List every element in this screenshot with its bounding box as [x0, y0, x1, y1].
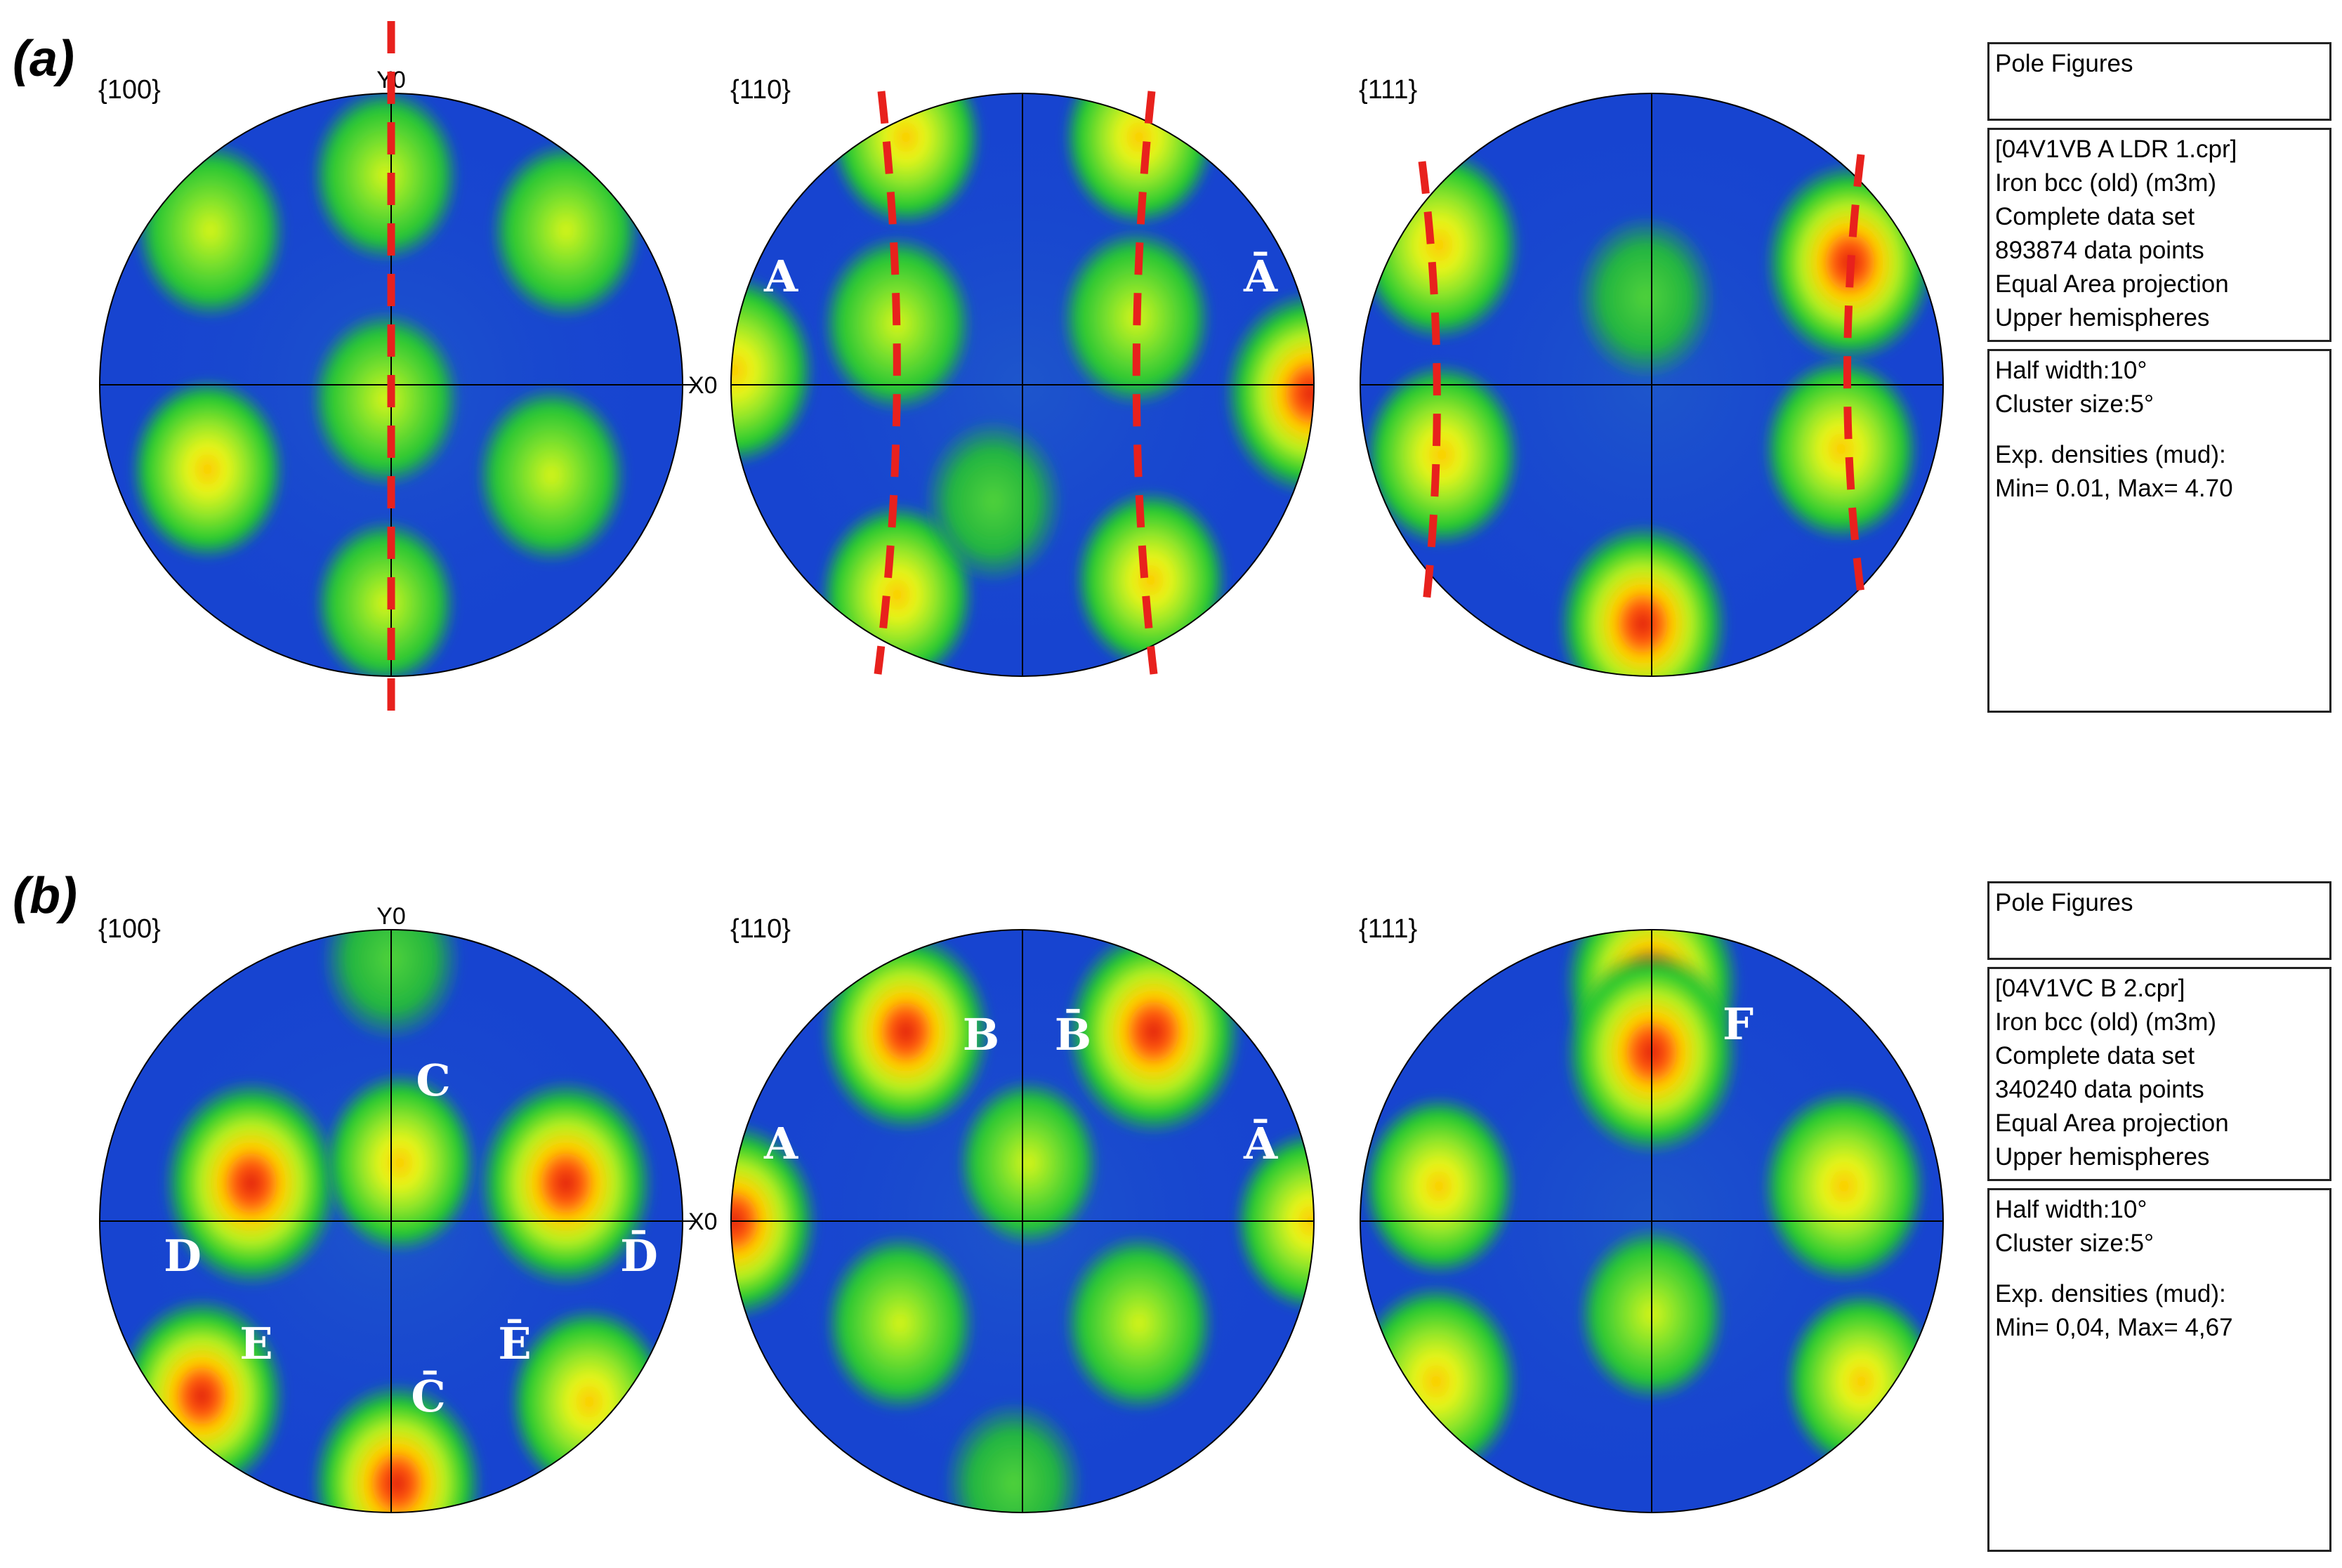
density-peak — [1783, 1289, 1940, 1474]
pole-figure-title: {111} — [1359, 914, 1417, 944]
pole-figure — [1360, 930, 1943, 1513]
density-peak — [309, 1380, 485, 1513]
info-cluster: Cluster size:5° — [1995, 390, 2154, 418]
info-points: 893874 data points — [1995, 237, 2204, 264]
density-peak — [1761, 355, 1921, 543]
info-dataset: Complete data set — [1995, 1042, 2195, 1069]
annotation-letter: F — [1723, 999, 1754, 1050]
settings-info-box: Half width:10° Cluster size:5° Exp. densit… — [1987, 1188, 2331, 1552]
pole-figure — [1360, 93, 1943, 676]
info-half_width: Half width:10° — [1995, 1196, 2147, 1223]
panel-label: (a) — [13, 31, 74, 87]
density-peak — [1360, 147, 1522, 343]
density-peak — [1072, 488, 1229, 673]
info-phase: Iron bcc (old) (m3m) — [1995, 169, 2217, 197]
info-header: Pole Figures — [1995, 889, 2133, 916]
guide-line — [1843, 154, 1867, 605]
pole-figure — [731, 93, 1314, 676]
pole-figure-title: {100} — [98, 914, 161, 944]
annotation-letter: E — [239, 1318, 272, 1369]
dataset-info-box: [04V1VB A LDR 1.cpr] Iron bcc (old) (m3m)… — [1987, 128, 2331, 342]
settings-info-box: Half width:10° Cluster size:5° Exp. densit… — [1987, 349, 2331, 713]
info-projection: Equal Area projection — [1995, 270, 2229, 298]
annotation-letter: Ē — [498, 1318, 531, 1369]
density-peak — [922, 418, 1065, 585]
annotation-letter: B̄ — [1055, 1009, 1091, 1060]
annotation-letter: D̄ — [620, 1230, 658, 1282]
info-header: Pole Figures — [1995, 50, 2133, 77]
density-peak — [162, 1077, 341, 1289]
pole-figure-title: {100} — [98, 75, 161, 105]
density-peak — [1760, 1087, 1928, 1285]
density-peak — [489, 140, 643, 321]
pole-figure-title: {111} — [1359, 75, 1417, 105]
density-peak — [1061, 93, 1217, 229]
density-peak — [310, 93, 461, 264]
density-peak — [474, 385, 629, 566]
info-minmax: Min= 0,04, Max= 4,67 — [1995, 1314, 2233, 1341]
density-peak — [1362, 361, 1522, 548]
info-densities: Exp. densities (mud): — [1995, 1280, 2226, 1307]
density-peak — [1555, 521, 1730, 676]
y-axis-label: Y0 — [376, 903, 406, 930]
density-peak — [322, 1071, 478, 1255]
annotation-letter: C — [416, 1055, 450, 1106]
density-peak — [1062, 1232, 1216, 1414]
guide-line — [1418, 161, 1441, 610]
info-points: 340240 data points — [1995, 1076, 2204, 1103]
density-peak — [476, 1077, 656, 1289]
density-peak — [819, 930, 993, 1134]
pole-figure — [731, 930, 1314, 1513]
density-peak — [1360, 1094, 1518, 1279]
info-hemisphere: Upper hemispheres — [1995, 304, 2210, 331]
x-axis-label: X0 — [688, 372, 718, 399]
annotation-letter: A — [763, 251, 798, 302]
density-peak — [133, 140, 288, 321]
x-axis-label: X0 — [688, 1208, 718, 1235]
annotation-letter: C̄ — [411, 1371, 445, 1422]
density-peak — [1360, 1282, 1520, 1480]
info-cluster: Cluster size:5° — [1995, 1230, 2154, 1257]
annotation-letter: A — [763, 1118, 798, 1169]
annotation-letter: D — [164, 1230, 202, 1282]
info-dataset: Complete data set — [1995, 203, 2195, 230]
info-half_width: Half width:10° — [1995, 357, 2147, 384]
info-header-box: Pole Figures — [1987, 42, 2331, 121]
density-peak — [942, 1399, 1085, 1513]
info-file: [04V1VC B 2.cpr] — [1995, 975, 2185, 1002]
panel-label: (b) — [13, 868, 77, 924]
info-minmax: Min= 0.01, Max= 4.70 — [1995, 475, 2233, 502]
info-header-box: Pole Figures — [1987, 881, 2331, 960]
density-peak — [129, 376, 287, 562]
info-phase: Iron bcc (old) (m3m) — [1995, 1008, 2217, 1036]
density-peak — [1222, 289, 1314, 499]
density-peak — [1574, 213, 1717, 381]
annotation-letter: Ā — [1243, 251, 1278, 302]
info-densities: Exp. densities (mud): — [1995, 441, 2226, 468]
info-hemisphere: Upper hemispheres — [1995, 1143, 2210, 1171]
info-projection: Equal Area projection — [1995, 1109, 2229, 1137]
density-peak — [309, 310, 461, 489]
density-peak — [313, 518, 458, 676]
density-peak — [956, 1077, 1101, 1249]
annotation-letter: Ā — [1243, 1118, 1278, 1169]
info-file: [04V1VB A LDR 1.cpr] — [1995, 136, 2237, 163]
annotation-letter: B — [963, 1009, 999, 1060]
density-peak — [828, 93, 984, 229]
dataset-info-box: [04V1VC B 2.cpr] Iron bcc (old) (m3m) Comp… — [1987, 967, 2331, 1181]
pole-figure-title: {110} — [730, 914, 791, 944]
pole-figure-title: {110} — [730, 75, 791, 105]
density-peak — [731, 273, 817, 468]
density-peak — [507, 1305, 671, 1498]
density-peak — [823, 1232, 978, 1414]
